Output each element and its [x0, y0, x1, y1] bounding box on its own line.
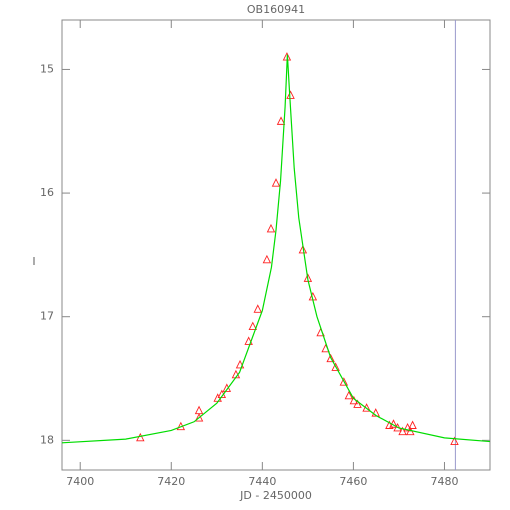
fit-line: [61, 54, 491, 444]
y-tick-label: 17: [40, 310, 54, 323]
data-point: [344, 390, 354, 400]
y-tick-label: 18: [40, 433, 54, 446]
data-point: [253, 304, 263, 313]
data-point: [408, 420, 417, 429]
data-point: [194, 413, 204, 422]
x-tick-label: 7420: [157, 475, 185, 488]
x-tick-label: 7460: [339, 475, 367, 488]
chart-title: OB160941: [247, 3, 305, 16]
data-point: [298, 244, 308, 254]
data-point: [194, 405, 204, 415]
plot-frame: [61, 19, 491, 471]
data-point: [353, 399, 362, 408]
data-point: [326, 353, 335, 363]
data-point: [286, 90, 295, 99]
x-tick-label: 7400: [66, 475, 94, 488]
data-point: [266, 223, 276, 233]
data-point: [450, 436, 459, 446]
data-point: [331, 362, 340, 371]
y-tick-label: 15: [40, 62, 54, 75]
data-point: [244, 336, 253, 345]
y-tick-label: 16: [40, 186, 54, 199]
data-point: [248, 321, 258, 331]
data-point: [371, 408, 380, 417]
data-point: [235, 359, 245, 369]
data-point: [276, 116, 286, 125]
y-axis-label: I: [32, 255, 35, 268]
data-point: [136, 432, 145, 442]
data-point: [339, 377, 349, 386]
x-tick-label: 7480: [430, 475, 458, 488]
x-axis-label: JD - 2450000: [239, 489, 312, 502]
data-point: [262, 254, 272, 264]
data-point: [271, 178, 281, 187]
x-tick-label: 7440: [248, 475, 276, 488]
